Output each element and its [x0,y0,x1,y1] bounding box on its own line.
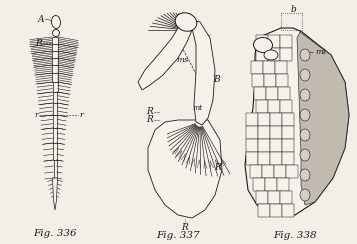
Polygon shape [138,20,192,90]
Polygon shape [265,178,277,191]
Polygon shape [266,87,278,100]
Polygon shape [52,37,58,44]
Text: Fig. 337: Fig. 337 [156,231,200,240]
Polygon shape [270,113,282,126]
Polygon shape [270,126,282,139]
Ellipse shape [300,149,310,161]
Polygon shape [280,100,292,113]
Polygon shape [246,113,258,126]
Polygon shape [270,139,282,152]
Polygon shape [286,165,298,178]
Text: Fig. 336: Fig. 336 [33,228,77,237]
Polygon shape [254,87,266,100]
Polygon shape [297,32,349,205]
Polygon shape [246,139,258,152]
Polygon shape [52,82,57,92]
Text: ms: ms [177,56,189,64]
Polygon shape [268,35,280,48]
Polygon shape [54,160,56,178]
Polygon shape [245,28,349,215]
Text: A: A [37,14,44,23]
Polygon shape [277,178,290,191]
Text: R: R [147,108,154,116]
Polygon shape [253,178,265,191]
Text: p: p [184,10,190,20]
Polygon shape [251,61,263,74]
Text: Fig. 338: Fig. 338 [273,231,317,240]
Polygon shape [256,35,268,48]
Text: R: R [182,224,188,233]
Ellipse shape [300,189,310,201]
Polygon shape [258,152,270,165]
Ellipse shape [264,50,278,60]
Polygon shape [53,103,57,115]
Polygon shape [256,191,268,204]
Ellipse shape [253,38,272,52]
Polygon shape [53,115,57,128]
Polygon shape [52,73,57,82]
Text: R: R [147,115,154,124]
Polygon shape [246,152,258,165]
Polygon shape [52,178,57,210]
Text: B: B [213,75,219,84]
Polygon shape [268,100,280,113]
Polygon shape [258,139,270,152]
Polygon shape [282,126,294,139]
Polygon shape [263,61,275,74]
Polygon shape [275,165,286,178]
Polygon shape [188,20,215,125]
Polygon shape [280,35,292,48]
Ellipse shape [300,69,310,81]
Polygon shape [258,204,270,217]
Text: B: B [35,39,42,48]
Text: r: r [79,111,83,119]
Ellipse shape [52,30,60,37]
Polygon shape [52,92,57,103]
Polygon shape [53,143,57,160]
Ellipse shape [175,13,197,31]
Polygon shape [258,126,270,139]
Ellipse shape [300,89,310,101]
Polygon shape [251,165,262,178]
Polygon shape [268,48,280,61]
Polygon shape [246,126,258,139]
Polygon shape [265,74,276,87]
Polygon shape [276,74,288,87]
Polygon shape [282,139,294,152]
Polygon shape [256,100,268,113]
Ellipse shape [300,49,310,61]
Text: b: b [290,6,296,14]
Text: mt: mt [315,48,327,56]
Ellipse shape [51,16,61,29]
Polygon shape [282,152,294,165]
Polygon shape [252,74,265,87]
Polygon shape [148,120,222,218]
Polygon shape [52,51,58,58]
Ellipse shape [300,109,310,121]
Polygon shape [282,204,294,217]
Polygon shape [52,44,58,51]
Polygon shape [262,165,275,178]
Polygon shape [282,113,294,126]
Polygon shape [256,48,268,61]
Ellipse shape [300,129,310,141]
Text: mt: mt [193,104,203,112]
Polygon shape [268,191,280,204]
Polygon shape [270,204,282,217]
Text: R: R [215,163,221,173]
Text: ms: ms [265,53,276,61]
Polygon shape [52,58,58,65]
Polygon shape [270,152,282,165]
Ellipse shape [300,169,310,181]
Text: r: r [34,111,38,119]
Polygon shape [275,61,287,74]
Polygon shape [52,65,58,73]
Text: p: p [256,39,262,47]
Polygon shape [280,191,292,204]
Polygon shape [278,87,290,100]
Polygon shape [280,48,292,61]
Polygon shape [53,128,57,143]
Polygon shape [258,113,270,126]
